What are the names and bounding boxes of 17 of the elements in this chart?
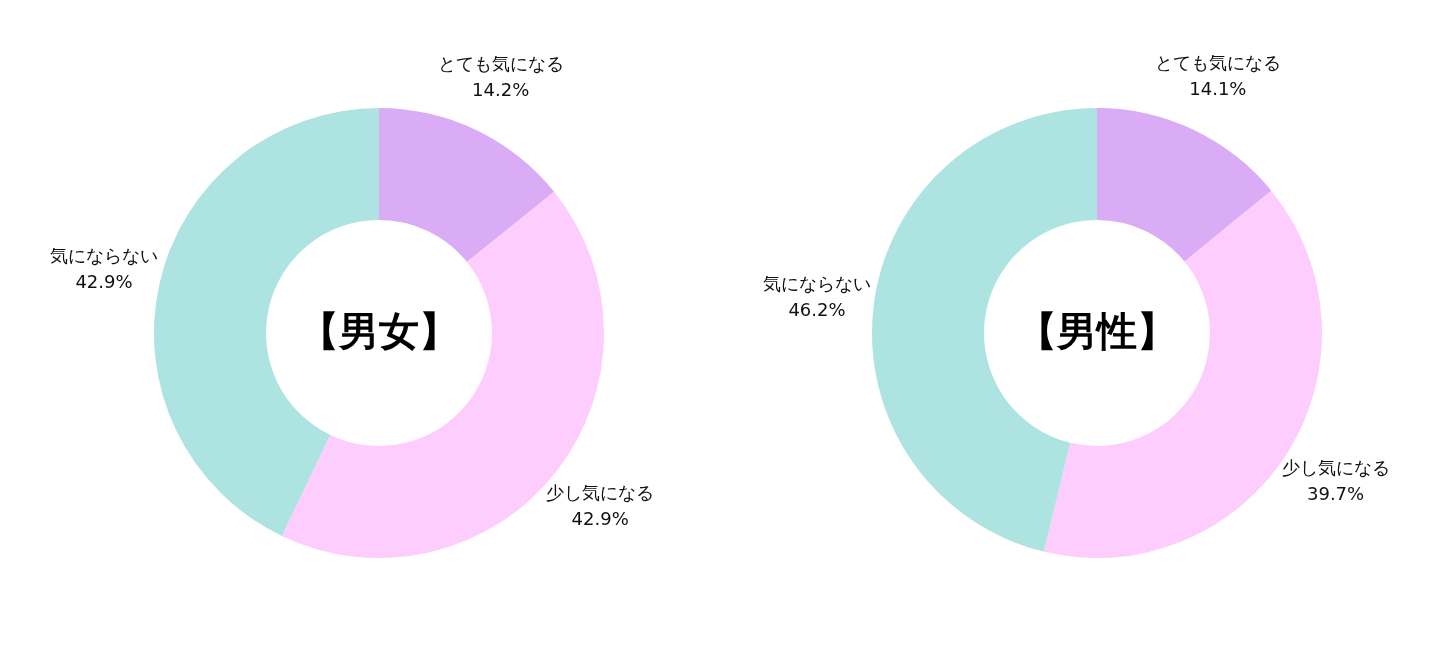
- data-label: 14.2%: [472, 78, 530, 100]
- donut-slice: [1097, 108, 1272, 262]
- slice-label: 気にならない: [49, 244, 158, 266]
- slice-label: 少し気になる: [546, 481, 655, 503]
- donut-slice: [872, 108, 1097, 552]
- text: 【男性】: [1017, 308, 1177, 354]
- data-label: 39.7%: [1306, 483, 1365, 505]
- data-label: 42.9%: [571, 507, 629, 529]
- slice-label: 少し気になる: [1281, 457, 1390, 479]
- slice-label: とても気になる: [1154, 52, 1281, 74]
- data-label: 14.1%: [1189, 78, 1247, 100]
- donut-slice: [379, 108, 555, 263]
- slice-label: とても気になる: [437, 52, 564, 74]
- slice-label: 気にならない: [763, 273, 872, 295]
- data-label: 42.9%: [75, 270, 133, 292]
- data-label: 46.2%: [788, 299, 846, 321]
- text: 【男女】: [299, 308, 459, 354]
